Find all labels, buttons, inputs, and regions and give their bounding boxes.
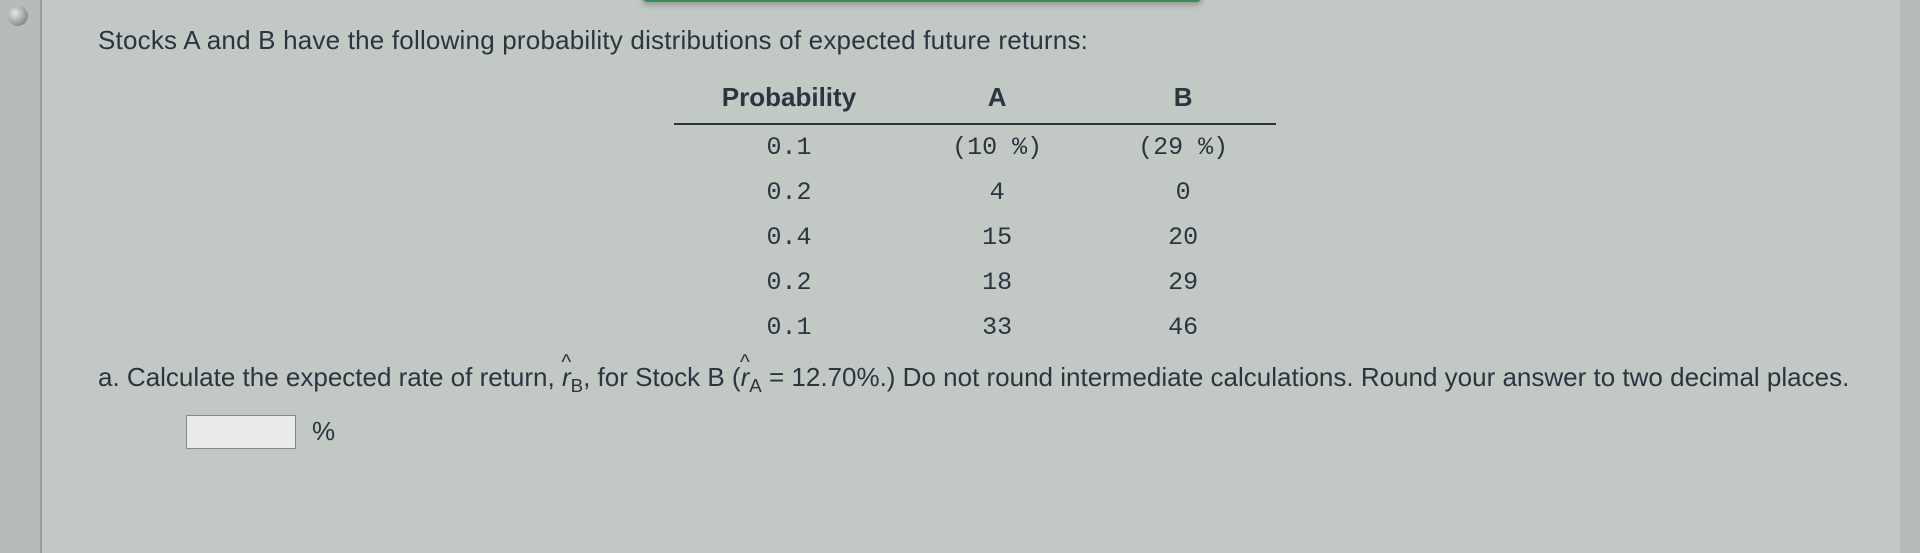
cell-b: 29 (1090, 260, 1276, 305)
cell-b: 46 (1090, 305, 1276, 350)
cell-a: (10 %) (904, 124, 1090, 170)
table-row: 0.1 33 46 (674, 305, 1276, 350)
answer-input[interactable] (186, 415, 296, 449)
table-header-row: Probability A B (674, 76, 1276, 124)
cell-b: 20 (1090, 215, 1276, 260)
answer-row: % (186, 415, 1852, 449)
unit-percent: % (312, 416, 335, 447)
cell-prob: 0.2 (674, 260, 904, 305)
cell-prob: 0.1 (674, 305, 904, 350)
page-rivet (8, 6, 28, 26)
cell-prob: 0.2 (674, 170, 904, 215)
cell-a: 4 (904, 170, 1090, 215)
cell-b: (29 %) (1090, 124, 1276, 170)
table-row: 0.2 18 29 (674, 260, 1276, 305)
symbol-r-hat-b: rB (562, 362, 583, 392)
cell-a: 33 (904, 305, 1090, 350)
table-row: 0.2 4 0 (674, 170, 1276, 215)
problem-sheet: Stocks A and B have the following probab… (40, 0, 1900, 553)
col-header-a: A (904, 76, 1090, 124)
cell-a: 15 (904, 215, 1090, 260)
cell-a: 18 (904, 260, 1090, 305)
question-text-eq: = 12.70%.) Do not round intermediate cal… (762, 362, 1850, 392)
distribution-table: Probability A B 0.1 (10 %) (29 %) 0.2 4 … (674, 76, 1276, 350)
symbol-r-hat-a: rA (741, 362, 762, 392)
question-text-pre: Calculate the expected rate of return, (127, 362, 562, 392)
intro-text: Stocks A and B have the following probab… (98, 22, 1852, 58)
table-row: 0.4 15 20 (674, 215, 1276, 260)
col-header-b: B (1090, 76, 1276, 124)
cell-b: 0 (1090, 170, 1276, 215)
question-text-mid1: , for Stock B ( (583, 362, 741, 392)
header-accent-bar (642, 0, 1202, 2)
question-label: a. (98, 362, 120, 392)
table-row: 0.1 (10 %) (29 %) (674, 124, 1276, 170)
col-header-probability: Probability (674, 76, 904, 124)
cell-prob: 0.4 (674, 215, 904, 260)
question-a: a. Calculate the expected rate of return… (98, 358, 1852, 400)
cell-prob: 0.1 (674, 124, 904, 170)
